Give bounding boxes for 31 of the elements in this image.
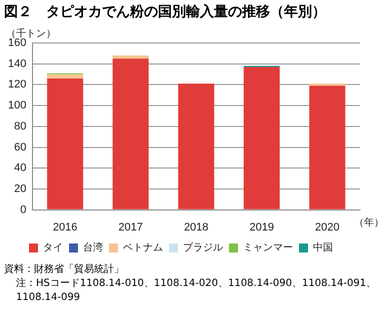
y-tick-label: 80: [14, 120, 26, 132]
bar: [47, 74, 84, 78]
x-tick-label: 2016: [52, 221, 78, 234]
y-tick-label: 20: [14, 182, 26, 195]
legend-label: 台湾: [83, 242, 103, 254]
y-tick-label: 140: [8, 58, 26, 70]
text: 資料：財務省「貿易統計」: [4, 263, 125, 277]
legend-label: ベトナム: [123, 242, 163, 254]
bar: [178, 84, 214, 210]
bar: [112, 58, 149, 210]
y-tick-label: 120: [8, 78, 26, 91]
y-tick-label: 0: [20, 204, 26, 216]
legend-label: タイ: [43, 242, 63, 254]
chart-title: 図２ タピオカでん粉の国別輸入量の推移（年別）: [3, 3, 327, 22]
x-axis-title: （年）: [354, 216, 384, 228]
bar: [309, 86, 346, 210]
y-tick-label: 160: [8, 37, 26, 50]
bar: [244, 66, 280, 210]
x-tick-label: 2018: [184, 221, 208, 234]
x-tick-label: 2020: [314, 221, 340, 234]
y-tick-label: 40: [14, 162, 26, 174]
bar: [112, 56, 149, 59]
y-tick-label: 60: [14, 141, 26, 154]
bar: [47, 78, 84, 210]
legend-label: ブラジル: [183, 242, 223, 254]
x-tick-label: 2019: [249, 221, 274, 234]
legend-label: ミャンマー: [243, 242, 293, 254]
legend-label: 中国: [313, 242, 333, 254]
text: 注：HSコード1108.14-010、1108.14-020、1108.14-090、1108.14-091、1108.14-099: [15, 277, 378, 305]
x-tick-label: 2017: [118, 221, 143, 234]
y-tick-label: 100: [8, 100, 26, 112]
